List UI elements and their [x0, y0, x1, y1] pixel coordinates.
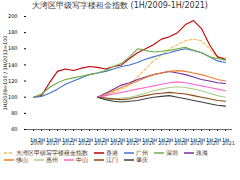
svg-text:2013: 2013	[94, 140, 107, 146]
svg-text:2009: 2009	[30, 140, 43, 146]
svg-text:2020: 2020	[206, 140, 219, 146]
svg-text:200: 200	[8, 13, 18, 19]
svg-text:140: 140	[8, 62, 18, 68]
svg-text:2010: 2010	[46, 140, 59, 146]
svg-text:2011: 2011	[62, 140, 75, 146]
svg-text:2014: 2014	[110, 140, 123, 146]
svg-text:80: 80	[11, 110, 17, 116]
svg-text:120: 120	[8, 78, 18, 84]
svg-text:2016: 2016	[142, 140, 155, 146]
svg-text:160: 160	[8, 45, 18, 51]
svg-text:100: 100	[8, 94, 18, 100]
svg-text:2021: 2021	[222, 140, 235, 146]
svg-text:2017: 2017	[158, 140, 171, 146]
svg-text:60: 60	[11, 126, 17, 132]
svg-text:2019: 2019	[190, 140, 203, 146]
svg-text:2015: 2015	[126, 140, 139, 146]
svg-text:1H/2009=100 / 1H/2013=100: 1H/2009=100 / 1H/2013=100	[2, 35, 8, 110]
svg-text:180: 180	[8, 29, 18, 35]
svg-text:2018: 2018	[174, 140, 187, 146]
svg-text:2012: 2012	[78, 140, 91, 146]
